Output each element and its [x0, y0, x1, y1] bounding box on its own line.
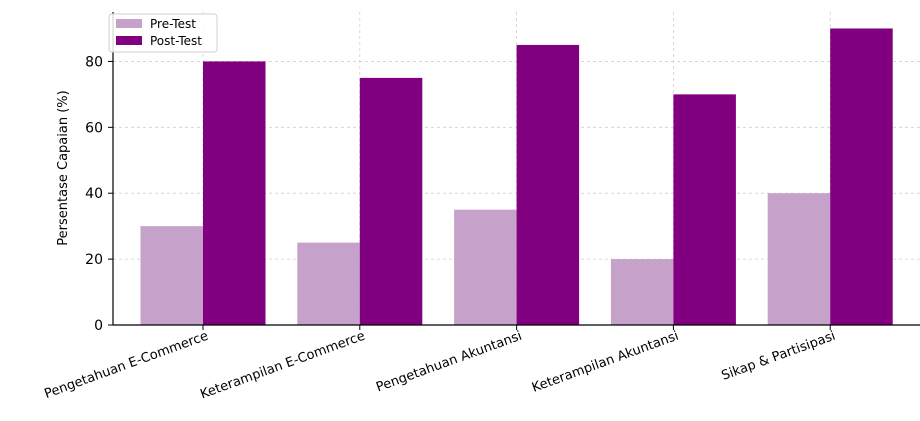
bar-pre-test-pengetahuan-e-commerce — [140, 226, 203, 325]
y-tick-label-0: 0 — [94, 318, 103, 334]
bar-post-test-pengetahuan-e-commerce — [203, 61, 266, 325]
bar-pre-test-keterampilan-akuntansi — [610, 259, 674, 325]
legend-swatch-pre-test — [116, 19, 142, 28]
bar-pre-test-sikap-and-partisipasi — [767, 193, 831, 325]
x-tick-label-keterampilan-akuntansi: Keterampilan Akuntansi — [530, 329, 681, 396]
legend-label-pre-test: Pre-Test — [150, 17, 196, 31]
legend-swatch-post-test — [116, 36, 142, 45]
bar-pre-test-keterampilan-e-commerce — [297, 242, 360, 325]
y-axis-title: Persentase Capaian (%) — [56, 90, 71, 245]
legend-label-post-test: Post-Test — [150, 34, 202, 48]
x-tick-label-pengetahuan-akuntansi: Pengetahuan Akuntansi — [374, 329, 524, 396]
legend: Pre-Test Post-Test — [108, 13, 218, 53]
x-tick-label-sikap-and-partisipasi: Sikap & Partisipasi — [720, 329, 838, 384]
bar-post-test-keterampilan-akuntansi — [673, 94, 736, 325]
y-tick-label-80: 80 — [85, 54, 103, 70]
bar-pre-test-pengetahuan-akuntansi — [454, 209, 517, 325]
bar-post-test-keterampilan-e-commerce — [359, 77, 423, 325]
y-tick-label-60: 60 — [85, 120, 103, 136]
y-tick-label-20: 20 — [85, 252, 103, 268]
x-tick-label-pengetahuan-e-commerce: Pengetahuan E-Commerce — [42, 329, 210, 402]
bar-post-test-sikap-and-partisipasi — [830, 28, 893, 325]
y-tick-label-40: 40 — [85, 186, 103, 202]
x-tick-label-keterampilan-e-commerce: Keterampilan E-Commerce — [198, 329, 367, 403]
y-ticks: 0 20 40 60 80 — [85, 54, 113, 334]
bar-post-test-pengetahuan-akuntansi — [516, 44, 580, 326]
bars — [140, 28, 893, 326]
